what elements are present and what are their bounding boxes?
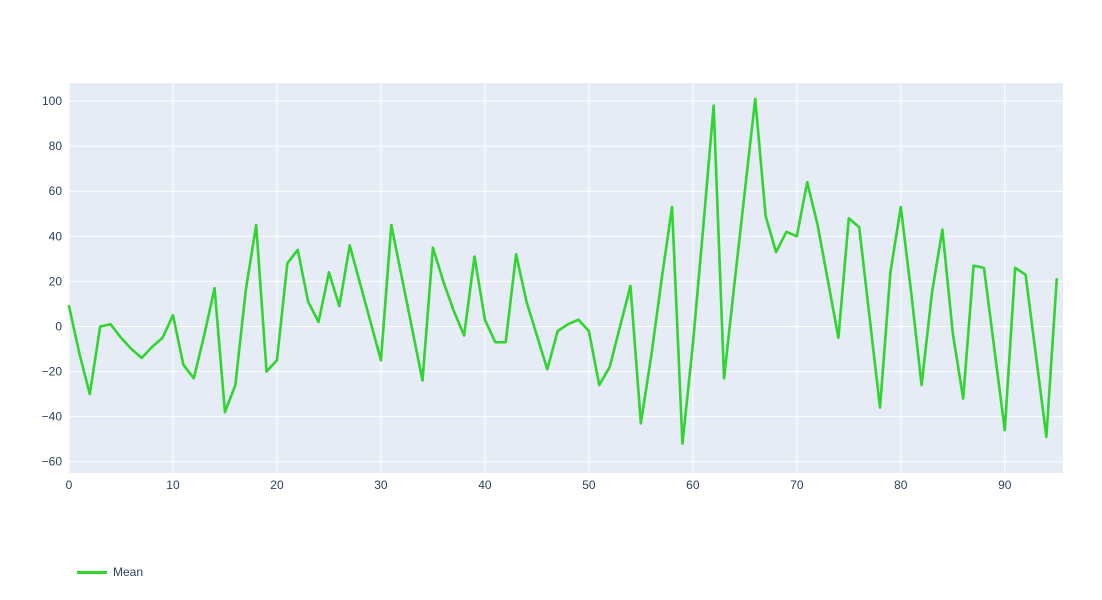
x-tick-label: 20 bbox=[270, 478, 284, 492]
y-tick-label: 0 bbox=[55, 319, 62, 333]
y-tick-label: 80 bbox=[49, 139, 63, 153]
y-tick-label: 60 bbox=[49, 184, 63, 198]
y-tick-label: −60 bbox=[42, 455, 63, 469]
x-tick-label: 0 bbox=[66, 478, 73, 492]
x-tick-label: 90 bbox=[998, 478, 1012, 492]
legend[interactable]: Mean bbox=[77, 564, 143, 580]
legend-label[interactable]: Mean bbox=[113, 565, 144, 579]
x-tick-label: 10 bbox=[166, 478, 180, 492]
x-tick-label: 70 bbox=[790, 478, 804, 492]
plot-background[interactable] bbox=[69, 83, 1063, 473]
x-tick-label: 30 bbox=[374, 478, 388, 492]
x-tick-label: 50 bbox=[582, 478, 596, 492]
series-line-mean[interactable] bbox=[67, 97, 1059, 445]
y-tick-label: 100 bbox=[42, 94, 62, 108]
y-tick-label: 20 bbox=[49, 274, 63, 288]
x-tick-label: 80 bbox=[894, 478, 908, 492]
x-tick-label: 60 bbox=[686, 478, 700, 492]
y-tick-label: −40 bbox=[42, 410, 63, 424]
y-tick-label: −20 bbox=[42, 365, 63, 379]
legend-line-swatch bbox=[77, 570, 107, 574]
y-tick-label: 40 bbox=[49, 229, 63, 243]
x-tick-label: 40 bbox=[478, 478, 492, 492]
